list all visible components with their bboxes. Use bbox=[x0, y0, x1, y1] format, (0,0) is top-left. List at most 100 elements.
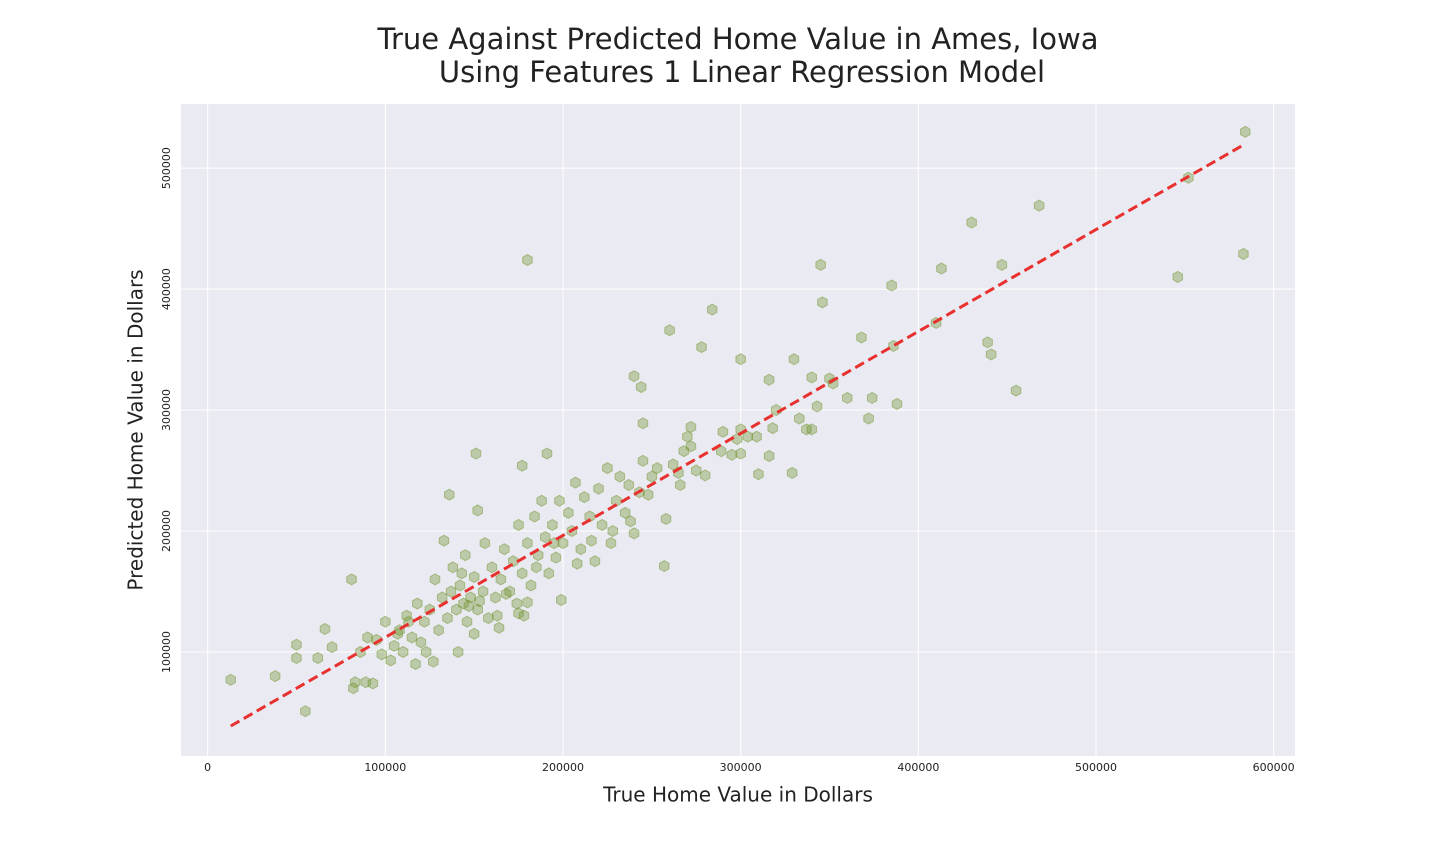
point bbox=[635, 381, 647, 394]
point bbox=[767, 422, 778, 435]
point bbox=[486, 561, 498, 574]
point bbox=[888, 339, 899, 352]
point bbox=[500, 587, 512, 600]
point bbox=[625, 515, 636, 528]
point bbox=[554, 494, 565, 507]
point bbox=[348, 682, 359, 695]
point bbox=[541, 447, 553, 460]
point bbox=[529, 510, 540, 523]
point bbox=[717, 425, 729, 438]
y-axis-label: Predicted Home Value in Dollars bbox=[124, 269, 148, 590]
point bbox=[463, 599, 475, 613]
point bbox=[518, 609, 530, 622]
point bbox=[801, 423, 812, 436]
point bbox=[619, 506, 631, 519]
y-tick-label: 400000 bbox=[160, 268, 173, 310]
point bbox=[392, 627, 403, 640]
point bbox=[225, 673, 236, 686]
point bbox=[452, 645, 464, 659]
point bbox=[461, 615, 473, 628]
point bbox=[540, 531, 551, 544]
point bbox=[735, 447, 746, 460]
point bbox=[401, 609, 412, 622]
point bbox=[468, 570, 480, 584]
point bbox=[891, 397, 903, 411]
point bbox=[575, 543, 586, 556]
point bbox=[996, 258, 1008, 271]
point bbox=[667, 458, 679, 471]
point bbox=[362, 631, 373, 644]
point bbox=[428, 655, 439, 668]
point bbox=[472, 504, 483, 517]
point bbox=[513, 607, 524, 620]
point bbox=[753, 468, 764, 481]
point bbox=[602, 462, 613, 475]
point bbox=[806, 371, 817, 384]
x-tick-label: 500000 bbox=[1075, 761, 1117, 774]
point bbox=[628, 527, 640, 540]
point bbox=[492, 609, 503, 622]
point bbox=[300, 705, 311, 718]
point bbox=[380, 615, 391, 628]
point bbox=[678, 445, 690, 458]
point bbox=[651, 462, 663, 475]
point bbox=[412, 597, 423, 610]
point bbox=[584, 510, 595, 523]
x-tick-label: 0 bbox=[204, 761, 211, 774]
point bbox=[1238, 247, 1249, 261]
point bbox=[643, 488, 654, 501]
point bbox=[982, 336, 993, 349]
point bbox=[438, 534, 450, 547]
point bbox=[547, 518, 558, 532]
point bbox=[763, 449, 775, 463]
point bbox=[866, 391, 878, 404]
point bbox=[483, 612, 494, 625]
point bbox=[699, 469, 711, 482]
point bbox=[557, 537, 569, 550]
point bbox=[470, 447, 482, 460]
point bbox=[863, 412, 874, 425]
chart-title: Using Features 1 Linear Regression Model bbox=[439, 55, 1045, 89]
point bbox=[696, 341, 707, 354]
point bbox=[742, 430, 753, 443]
point bbox=[415, 636, 427, 649]
point bbox=[346, 573, 357, 586]
point bbox=[751, 430, 762, 443]
point bbox=[794, 412, 805, 425]
point bbox=[637, 454, 649, 467]
point bbox=[291, 651, 302, 665]
point bbox=[1033, 199, 1045, 212]
point bbox=[586, 534, 597, 547]
point bbox=[691, 464, 702, 477]
point bbox=[685, 440, 697, 453]
point bbox=[525, 579, 537, 592]
point bbox=[326, 641, 338, 654]
point bbox=[513, 518, 524, 532]
point bbox=[291, 638, 302, 651]
point bbox=[815, 258, 826, 271]
point bbox=[543, 567, 554, 580]
point bbox=[458, 597, 469, 610]
point bbox=[707, 303, 718, 316]
point bbox=[511, 597, 523, 610]
point bbox=[376, 648, 387, 661]
x-axis-label: True Home Value in Dollars bbox=[602, 783, 873, 807]
point bbox=[444, 488, 455, 501]
point bbox=[675, 478, 686, 492]
point bbox=[447, 561, 459, 574]
point bbox=[664, 324, 675, 337]
point bbox=[406, 631, 418, 644]
point bbox=[556, 593, 567, 607]
point bbox=[1240, 125, 1251, 138]
point bbox=[763, 373, 775, 386]
point bbox=[579, 491, 590, 504]
point bbox=[786, 466, 798, 479]
y-tick-label: 200000 bbox=[160, 510, 173, 552]
point bbox=[596, 518, 608, 532]
point bbox=[499, 543, 510, 556]
point bbox=[522, 253, 533, 267]
point bbox=[966, 216, 977, 229]
point bbox=[385, 654, 396, 667]
point bbox=[460, 549, 471, 562]
